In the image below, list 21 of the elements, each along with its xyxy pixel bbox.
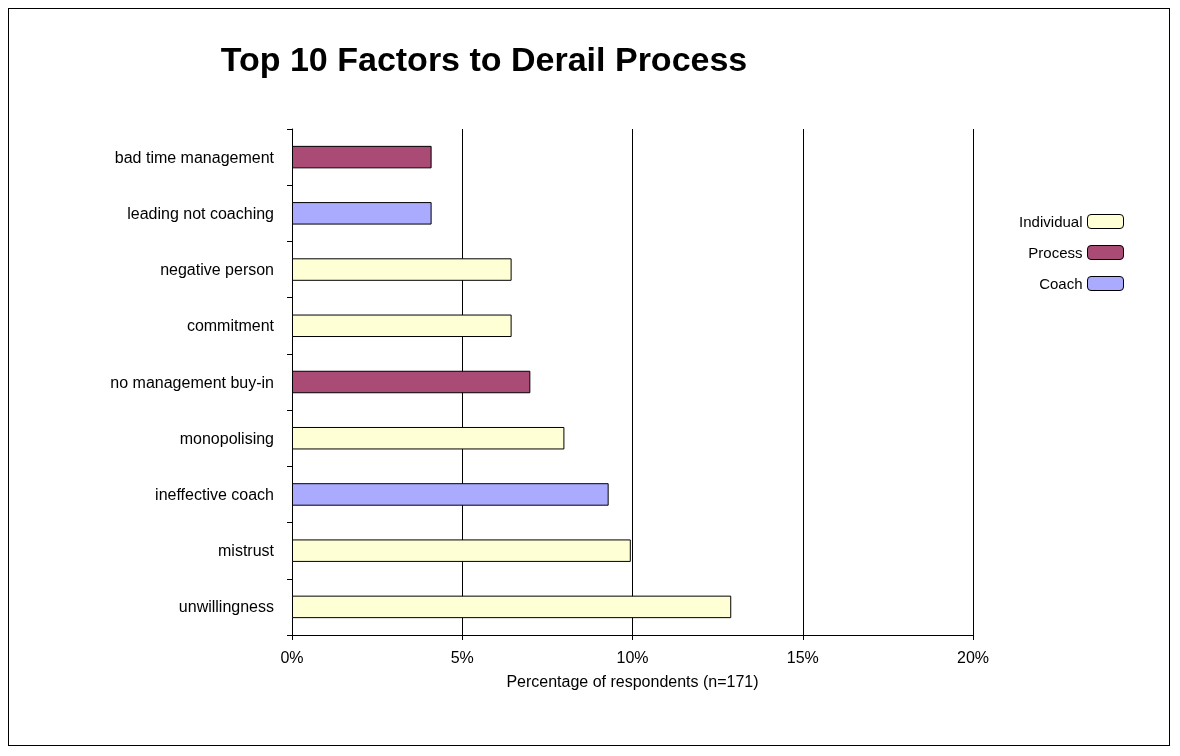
x-tick-label: 5%: [450, 648, 474, 666]
x-tick-label: 0%: [280, 648, 304, 666]
y-tick-label: no management buy-in: [110, 373, 274, 391]
y-tick-label: mistrust: [218, 542, 275, 560]
x-tick-label: 20%: [956, 648, 990, 666]
x-tick-label: 10%: [616, 648, 649, 666]
y-tick-label: ineffective coach: [155, 485, 274, 503]
y-tick-label: commitment: [186, 317, 275, 335]
legend-label: Individual: [1019, 213, 1083, 230]
chart-title: Top 10 Factors to Derail Process: [220, 40, 748, 78]
x-axis-title: Percentage of respondents (n=171): [506, 672, 759, 690]
legend-label: Coach: [1039, 275, 1083, 292]
y-tick-label: bad time management: [114, 148, 275, 166]
y-tick-label: unwillingness: [178, 598, 274, 616]
bar: [292, 202, 432, 225]
y-tick-label: monopolising: [179, 429, 274, 447]
y-tick-label: leading not coaching: [127, 204, 274, 222]
y-tick-label: negative person: [160, 261, 274, 279]
bar: [292, 145, 432, 169]
legend-label: Process: [1028, 244, 1083, 261]
x-tick-label: 15%: [786, 648, 819, 666]
